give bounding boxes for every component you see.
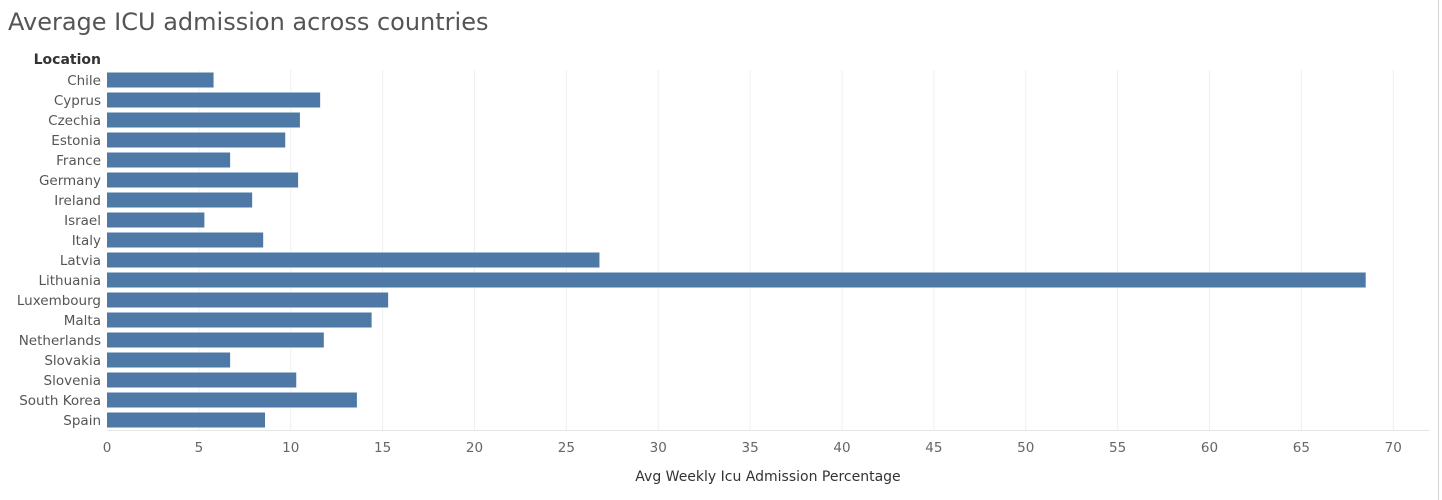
category-label: Slovakia [44, 353, 101, 369]
category-label: Netherlands [19, 333, 101, 349]
category-label: Chile [67, 73, 101, 89]
bar-cyprus[interactable] [107, 92, 321, 108]
category-labels: Chile Cyprus Czechia Estonia France Germany Ir… [17, 73, 101, 429]
x-tick-label: 55 [1109, 440, 1126, 456]
bar-italy[interactable] [107, 232, 264, 248]
x-tick-label: 15 [374, 440, 391, 456]
bar-south-korea[interactable] [107, 392, 357, 408]
category-label: Czechia [48, 113, 101, 129]
gridlines [198, 70, 1394, 430]
bar-malta[interactable] [107, 312, 372, 328]
x-tick-label: 60 [1201, 440, 1218, 456]
bar-israel[interactable] [107, 212, 205, 228]
bar-slovenia[interactable] [107, 372, 297, 388]
bar-chile[interactable] [107, 72, 214, 88]
category-label: South Korea [19, 393, 101, 409]
bar-germany[interactable] [107, 172, 299, 188]
x-tick-label: 70 [1385, 440, 1402, 456]
category-label: Latvia [60, 253, 101, 269]
x-tick-label: 45 [925, 440, 942, 456]
x-tick-labels: 0 5 10 15 20 25 30 35 40 45 50 55 60 65 70 [103, 440, 1402, 456]
x-tick-label: 5 [195, 440, 204, 456]
chart-title: Average ICU admission across countries [8, 8, 489, 36]
bar-slovakia[interactable] [107, 352, 231, 368]
category-label: Lithuania [38, 273, 101, 289]
category-label: Italy [72, 233, 101, 249]
x-tick-label: 35 [742, 440, 759, 456]
category-label: Spain [63, 413, 101, 429]
bar-estonia[interactable] [107, 132, 286, 148]
bar-luxembourg[interactable] [107, 292, 389, 308]
category-label: Cyprus [54, 93, 101, 109]
category-label: Estonia [51, 133, 101, 149]
bar-ireland[interactable] [107, 192, 253, 208]
category-label: Slovenia [44, 373, 101, 389]
bar-lithuania[interactable] [107, 272, 1366, 288]
pane-border [1438, 0, 1439, 500]
x-axis-title: Avg Weekly Icu Admission Percentage [635, 469, 900, 485]
category-label: France [56, 153, 101, 169]
category-label: Germany [39, 173, 101, 189]
x-tick-label: 25 [558, 440, 575, 456]
x-tick-label: 50 [1017, 440, 1034, 456]
category-label: Luxembourg [17, 293, 101, 309]
bar-france[interactable] [107, 152, 231, 168]
x-tick-label: 0 [103, 440, 112, 456]
bar-spain[interactable] [107, 412, 266, 428]
x-tick-label: 20 [466, 440, 483, 456]
row-header-label: Location [34, 52, 101, 68]
bar-latvia[interactable] [107, 252, 600, 268]
x-tick-label: 10 [282, 440, 299, 456]
category-label: Ireland [54, 193, 101, 209]
bar-czechia[interactable] [107, 112, 300, 128]
x-tick-label: 30 [650, 440, 667, 456]
category-label: Malta [64, 313, 101, 329]
category-label: Israel [64, 213, 101, 229]
x-tick-label: 65 [1293, 440, 1310, 456]
bar-netherlands[interactable] [107, 332, 324, 348]
bars [107, 72, 1366, 428]
x-tick-label: 40 [833, 440, 850, 456]
